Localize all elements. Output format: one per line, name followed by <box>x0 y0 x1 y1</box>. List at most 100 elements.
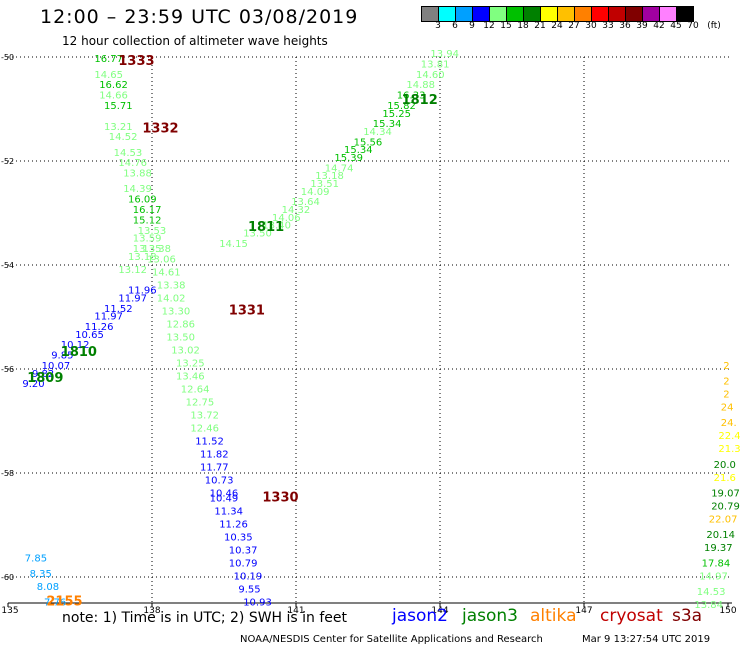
pass-time-label: 1812 <box>402 93 438 108</box>
wave-height-label: 19.07 <box>711 488 740 499</box>
wave-height-label: 12.86 <box>166 319 195 330</box>
wave-height-label: 7.76 <box>44 598 66 609</box>
wave-height-label: 13.72 <box>190 410 219 421</box>
pass-time-label: 1331 <box>229 303 265 318</box>
wave-height-label: 15.34 <box>344 145 373 156</box>
wave-height-label: 16.17 <box>133 205 162 216</box>
wave-height-label: 2 <box>723 361 729 372</box>
wave-height-label: 14.88 <box>406 80 435 91</box>
wave-height-label: 15.82 <box>387 101 416 112</box>
wave-height-label: 11.97 <box>118 293 147 304</box>
wave-height-label: 10.79 <box>229 559 258 570</box>
wave-height-label: 13.59 <box>133 234 162 245</box>
wave-height-label: 21.3 <box>718 444 740 455</box>
x-tick-label: 141 <box>287 606 304 616</box>
wave-height-label: 13.18 <box>128 252 157 263</box>
wave-height-label: 16.33 <box>397 91 426 102</box>
wave-height-label: 14.53 <box>114 148 143 159</box>
wave-height-label: 10.93 <box>243 598 272 609</box>
wave-height-label: 10.35 <box>224 533 253 544</box>
wave-height-label: 13.50 <box>166 332 195 343</box>
color-scale <box>421 6 694 22</box>
wave-height-label: 24. <box>721 418 737 429</box>
scale-label: 70 <box>687 21 699 31</box>
satellite-name: s3a <box>672 606 703 626</box>
wave-height-label: 13.40 <box>262 221 291 232</box>
wave-height-label: 11.52 <box>104 304 133 315</box>
wave-height-label: 14.15 <box>219 239 248 250</box>
wave-height-label: 10.49 <box>210 494 239 505</box>
wave-height-label: 9.82 <box>32 369 54 380</box>
pass-time-label: 1809 <box>27 371 63 386</box>
chart-title: 12:00 – 23:59 UTC 03/08/2019 <box>40 6 359 28</box>
wave-height-label: 15.25 <box>382 109 411 120</box>
wave-height-label: 9.20 <box>22 379 44 390</box>
wave-height-label: 20.0 <box>714 460 736 471</box>
wave-height-label: 13.51 <box>310 179 339 190</box>
wave-height-label: 13.21 <box>104 122 133 133</box>
wave-height-label: 20.14 <box>706 530 735 541</box>
wave-height-label: 11.52 <box>195 436 224 447</box>
wave-height-label: 14.65 <box>94 70 123 81</box>
wave-height-label: 10.65 <box>75 330 104 341</box>
wave-height-label: 13.18 <box>315 171 344 182</box>
satellite-name: jason3 <box>462 606 518 626</box>
wave-height-label: 8.35 <box>30 569 52 580</box>
scale-label: 42 <box>653 21 665 31</box>
wave-height-label: 15.56 <box>354 137 383 148</box>
wave-height-label: 10.19 <box>234 572 263 583</box>
wave-height-label: 14.02 <box>157 293 186 304</box>
wave-height-label: 9.55 <box>238 585 260 596</box>
scale-label: 45 <box>670 21 682 31</box>
wave-height-label: 24 <box>721 403 734 414</box>
pass-time-label: 1330 <box>262 491 298 506</box>
pass-time-label: 1332 <box>142 121 178 136</box>
wave-height-label: 13.38 <box>142 244 171 255</box>
x-tick-label: 150 <box>719 606 736 616</box>
scale-label: 39 <box>636 21 648 31</box>
wave-height-label: 13.06 <box>147 254 176 265</box>
wave-height-label: 13.84 <box>694 600 723 611</box>
wave-height-label: 14.06 <box>272 213 301 224</box>
wave-height-label: 14.76 <box>118 158 147 169</box>
wave-height-label: 13.53 <box>138 226 167 237</box>
scale-unit: (ft) <box>707 21 721 31</box>
wave-height-label: 9.85 <box>51 351 73 362</box>
wave-height-label: 7.85 <box>25 553 47 564</box>
wave-height-label: 21.6 <box>714 473 736 484</box>
pass-time-label: 1810 <box>61 345 97 360</box>
chart-subtitle: 12 hour collection of altimeter wave hei… <box>62 34 328 48</box>
wave-height-label: 13.30 <box>162 306 191 317</box>
pass-time-label: 1333 <box>118 54 154 69</box>
scale-swatch <box>676 6 694 22</box>
credit-line: NOAA/NESDIS Center for Satellite Applica… <box>240 634 543 645</box>
x-tick-label: 144 <box>431 606 448 616</box>
wave-height-label: 10.73 <box>205 475 234 486</box>
scale-label: 33 <box>602 21 614 31</box>
wave-height-label: 14.32 <box>282 205 311 216</box>
scale-label: 9 <box>469 21 475 31</box>
x-tick-label: 138 <box>143 606 160 616</box>
wave-height-label: 14.66 <box>99 91 128 102</box>
wave-height-label: 14.53 <box>697 587 726 598</box>
scale-label: 21 <box>534 21 546 31</box>
y-tick-label: -50 <box>1 53 14 62</box>
wave-height-label: 15.12 <box>133 215 162 226</box>
wave-height-label: 2 <box>723 377 729 388</box>
wave-height-label: 14.09 <box>301 187 330 198</box>
generated-time: Mar 9 13:27:54 UTC 2019 <box>582 634 711 645</box>
wave-height-label: 11.97 <box>94 312 123 323</box>
wave-height-label: 14.52 <box>109 132 138 143</box>
scale-label: 12 <box>483 21 495 31</box>
wave-height-label: 13.81 <box>421 59 450 70</box>
wave-height-label: 16.62 <box>99 80 128 91</box>
wave-height-label: 13.35 <box>133 244 162 255</box>
wave-height-label: 13.02 <box>171 345 200 356</box>
wave-height-label: 10.46 <box>210 488 239 499</box>
x-tick-label: 147 <box>575 606 592 616</box>
wave-height-label: 16.09 <box>128 195 157 206</box>
wave-height-label: 13.88 <box>123 169 152 180</box>
wave-height-label: 13.12 <box>118 265 147 276</box>
wave-height-label: 15.71 <box>104 101 133 112</box>
scale-label: 15 <box>500 21 512 31</box>
